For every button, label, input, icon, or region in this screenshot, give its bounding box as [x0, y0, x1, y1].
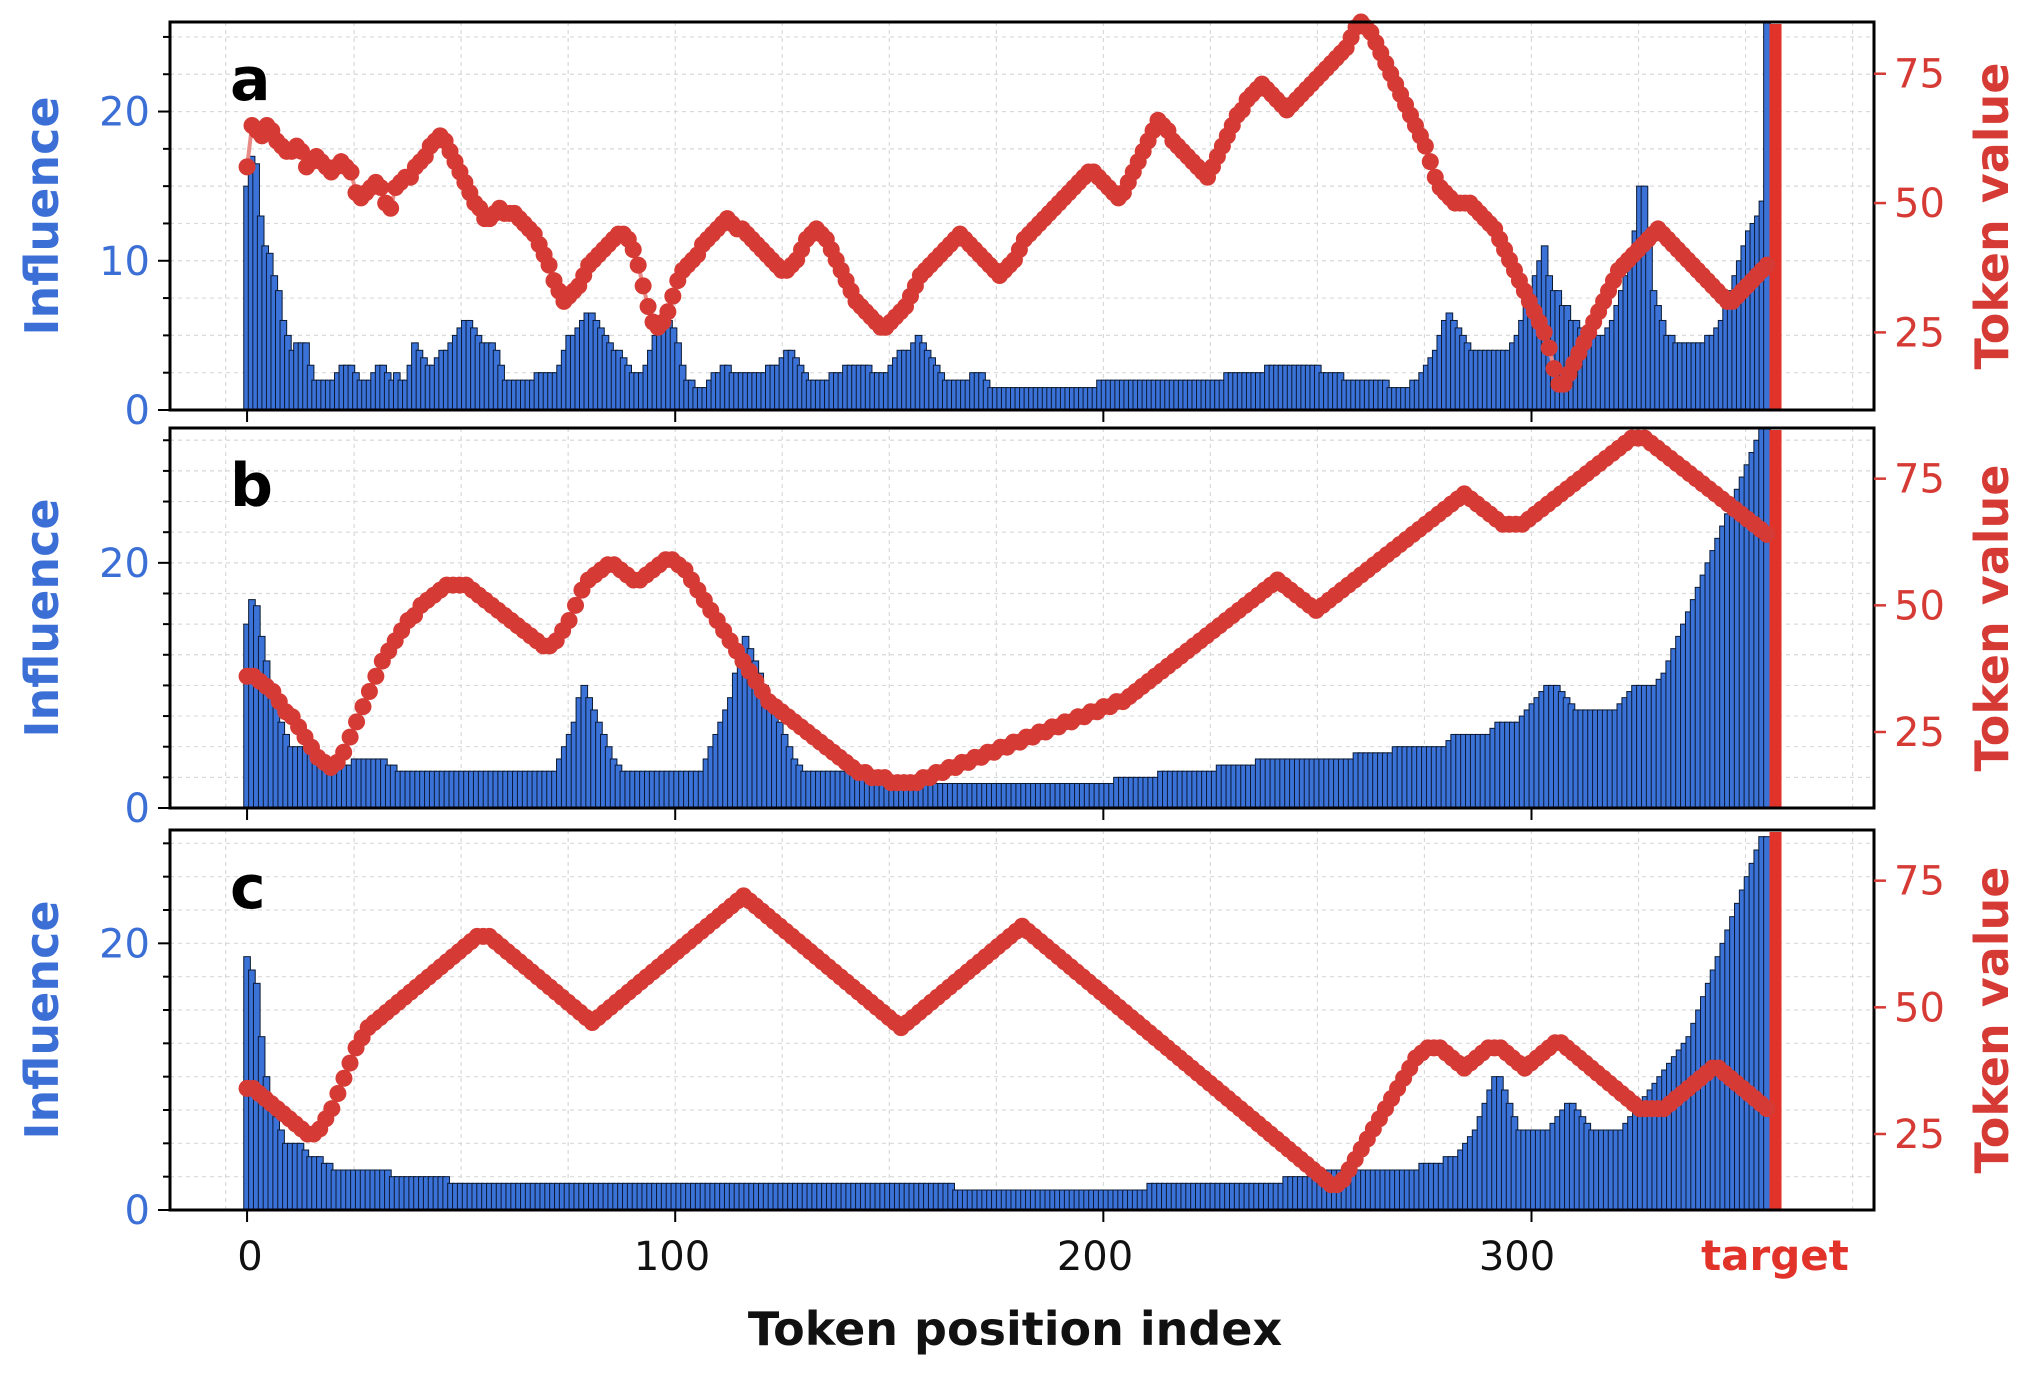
y-right-axis-title: Token value [1965, 465, 2019, 772]
token-value-point [659, 303, 677, 321]
y-right-tick-label: 25 [1894, 310, 1945, 356]
token-value-point [560, 612, 578, 630]
token-value-point [360, 682, 378, 700]
x-tick-label-100: 100 [634, 1234, 710, 1280]
y-left-tick-label: 20 [99, 541, 150, 587]
token-value-point [624, 241, 642, 259]
token-value-point [1416, 137, 1434, 155]
x-target-label: target [1701, 1231, 1849, 1280]
y-left-tick-label: 10 [99, 239, 150, 285]
y-right-tick-label: 25 [1894, 1112, 1945, 1158]
x-tick-label-200: 200 [1057, 1234, 1133, 1280]
x-axis: 0 100 200 300 target Token position inde… [237, 1231, 1849, 1356]
y-right-tick-label: 50 [1894, 181, 1945, 227]
token-value-point [629, 256, 647, 274]
token-value-point [372, 179, 390, 197]
token-value-markers [238, 13, 1776, 393]
y-left-tick-label: 20 [99, 90, 150, 136]
token-value-point [567, 596, 585, 614]
plot-frame [168, 20, 1876, 412]
y-left-axis-title: Influence [15, 900, 69, 1139]
x-tick-label-0: 0 [237, 1234, 262, 1280]
token-value-point [1758, 256, 1776, 274]
y-left-tick-label: 0 [125, 388, 150, 434]
panel-letter: a [230, 45, 271, 115]
target-bar [1769, 430, 1782, 808]
plot-frame [168, 828, 1876, 1212]
token-value-point [382, 199, 400, 217]
influence-bar [1763, 836, 1771, 1211]
token-value-point [238, 158, 256, 176]
token-value-markers [238, 887, 1776, 1194]
y-right-tick-label: 50 [1894, 985, 1945, 1031]
y-right-tick-label: 75 [1894, 859, 1945, 905]
target-bar [1769, 832, 1782, 1210]
y-left-tick-label: 20 [99, 921, 150, 967]
token-value-point [348, 713, 366, 731]
token-value-point [634, 277, 652, 295]
token-value-point [1540, 339, 1558, 357]
y-left-tick-label: 0 [125, 1188, 150, 1234]
influence-bar [1763, 21, 1771, 411]
y-right-axis-title: Token value [1965, 867, 2019, 1174]
chart-panel-a: 0 10 20 25 50 75 Influence Token value a [15, 13, 2019, 434]
influence-bar [1763, 427, 1771, 809]
influence-bars [243, 836, 1771, 1211]
token-value-point [1758, 1100, 1776, 1118]
token-value-point [1758, 525, 1776, 543]
token-value-point [1545, 360, 1563, 378]
x-axis-title: Token position index [748, 1302, 1282, 1356]
token-value-point [639, 298, 657, 316]
panel-letter: c [230, 853, 266, 923]
token-value-point [354, 698, 372, 716]
y-left-axis-title: Influence [15, 96, 69, 335]
token-value-markers [238, 429, 1776, 792]
y-right-tick-label: 25 [1894, 710, 1945, 756]
token-value-point [1421, 153, 1439, 171]
token-value-point [323, 1100, 341, 1118]
y-right-tick-label: 75 [1894, 457, 1945, 503]
token-value-point [342, 163, 360, 181]
plot-frame [168, 426, 1876, 810]
panel-letter: b [230, 451, 273, 521]
y-left-tick-label: 0 [125, 786, 150, 832]
panels: 0 10 20 25 50 75 Influence Token value a 0 20 25 50 7… [15, 13, 2019, 1234]
y-right-tick-label: 75 [1894, 52, 1945, 98]
token-value-point [329, 1084, 347, 1102]
influence-bars [243, 21, 1771, 411]
token-value-point [335, 743, 353, 761]
token-value-point [367, 667, 385, 685]
token-value-point [335, 1069, 353, 1087]
chart-panel-b: 0 20 25 50 75 Influence Token value b [15, 426, 2019, 832]
token-value-point [1535, 323, 1553, 341]
token-value-point [341, 1054, 359, 1072]
token-value-point [540, 256, 558, 274]
chart-panel-c: 0 20 25 50 75 Influence Token value c [15, 828, 2019, 1234]
y-right-tick-label: 50 [1894, 583, 1945, 629]
y-right-axis-title: Token value [1965, 63, 2019, 370]
target-bar [1769, 24, 1782, 410]
token-value-point [341, 728, 359, 746]
y-left-axis-title: Influence [15, 498, 69, 737]
x-tick-label-300: 300 [1479, 1234, 1555, 1280]
token-value-point [664, 287, 682, 305]
